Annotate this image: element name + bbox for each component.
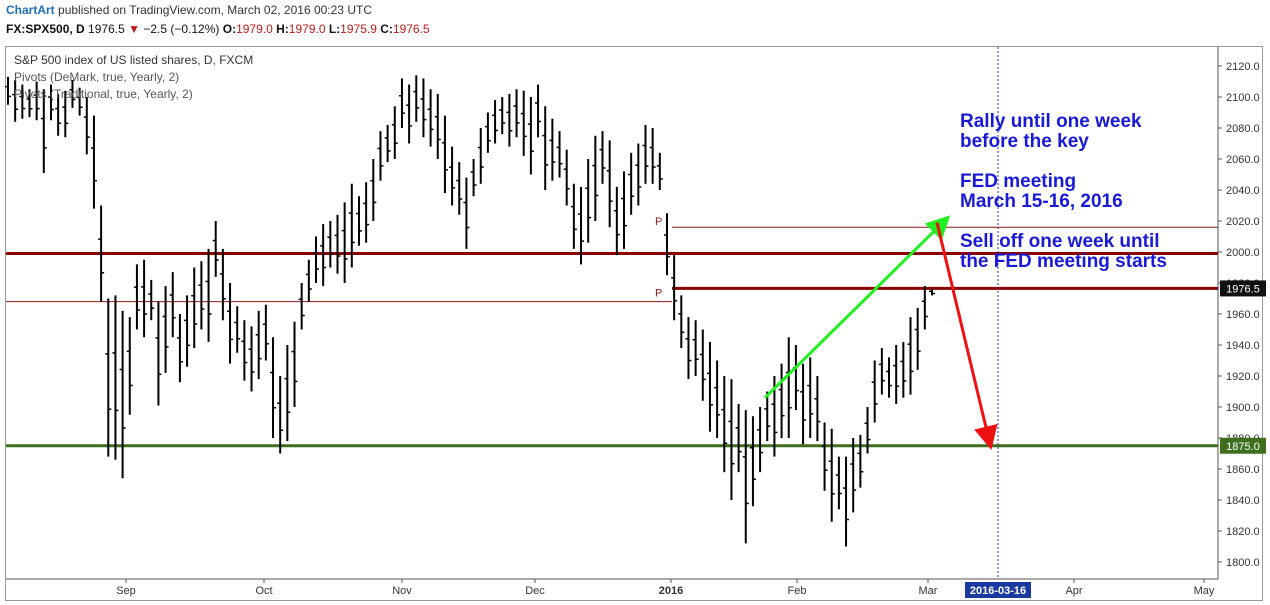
annotation-selloff-2: the FED meeting starts <box>960 251 1167 272</box>
y-tick-label: 2080.0 <box>1226 123 1260 135</box>
x-tick-label: Oct <box>255 585 272 597</box>
x-tick-label: 2016 <box>659 585 683 597</box>
y-tick-label: 2100.0 <box>1226 92 1260 104</box>
y-tick-label: 2040.0 <box>1226 185 1260 197</box>
symbol-name[interactable]: FX:SPX500, D <box>6 22 85 36</box>
low-value: 1975.9 <box>340 22 377 36</box>
high-value: 1979.0 <box>288 22 326 36</box>
legend-pivots-traditional[interactable]: Pivots (Traditional, true, Yearly, 2) <box>14 87 193 101</box>
date-cursor-badge <box>965 582 1031 598</box>
x-tick-label: Apr <box>1065 585 1082 597</box>
annotation-rally-2: before the key <box>960 131 1089 152</box>
date-cursor-label: 2016-03-16 <box>970 585 1026 597</box>
x-tick-label: Nov <box>392 585 412 597</box>
y-tick-label: 1900.0 <box>1226 402 1260 414</box>
annotation-rally-1: Rally until one week <box>960 111 1142 132</box>
support-price-label: 1875.0 <box>1226 441 1260 453</box>
down-triangle-icon: ▼ <box>128 22 140 36</box>
pivot-label: P <box>655 288 662 300</box>
y-tick-label: 1840.0 <box>1226 495 1260 507</box>
legend-pivots-demark[interactable]: Pivots (DeMark, true, Yearly, 2) <box>14 70 180 84</box>
annotation-selloff-1: Sell off one week until <box>960 231 1160 252</box>
selloff-arrow <box>935 222 998 451</box>
support-price-badge <box>1220 437 1266 454</box>
publish-line: ChartArt published on TradingView.com, M… <box>6 3 372 17</box>
open-label: O: <box>222 22 237 36</box>
x-tick-label: Dec <box>525 585 545 597</box>
y-tick-label: 1920.0 <box>1226 371 1260 383</box>
price-change: −2.5 (−0.12%) <box>143 22 220 36</box>
x-tick-label: May <box>1194 585 1215 597</box>
x-tick-label: Feb <box>788 585 807 597</box>
last-price: 1976.5 <box>88 22 125 36</box>
x-tick-label: Sep <box>116 585 136 597</box>
annotation-fed-1: FED meeting <box>960 171 1077 192</box>
y-tick-label: 2020.0 <box>1226 216 1260 228</box>
x-tick-label: Mar <box>919 585 938 597</box>
y-tick-label: 1960.0 <box>1226 309 1260 321</box>
y-tick-label: 1800.0 <box>1226 557 1260 569</box>
chart-legend-title[interactable]: S&P 500 index of US listed shares, D, FX… <box>14 53 254 67</box>
annotation-fed-2: March 15-16, 2016 <box>960 191 1123 212</box>
chart-panel[interactable] <box>5 46 1263 601</box>
last-price-badge <box>1220 280 1266 297</box>
y-tick-label: 2000.0 <box>1226 247 1260 259</box>
open-value: 1979.0 <box>236 22 273 36</box>
pivot-label: P <box>655 216 662 228</box>
y-tick-label: 1940.0 <box>1226 340 1260 352</box>
close-label: C: <box>380 22 393 36</box>
last-price-label: 1976.5 <box>1226 283 1260 295</box>
high-label: H: <box>276 22 289 36</box>
rally-arrow <box>763 215 951 399</box>
close-value: 1976.5 <box>392 22 430 36</box>
y-tick-label: 2060.0 <box>1226 154 1260 166</box>
y-tick-label: 2120.0 <box>1226 61 1260 73</box>
y-tick-label: 1860.0 <box>1226 464 1260 476</box>
quote-line: FX:SPX500, D 1976.5 ▼ −2.5 (−0.12%) O:19… <box>6 22 430 36</box>
low-label: L: <box>328 22 341 36</box>
y-tick-label: 1820.0 <box>1226 526 1260 538</box>
brand-name[interactable]: ChartArt <box>6 3 55 17</box>
publish-info: published on TradingView.com, March 02, … <box>58 3 372 17</box>
